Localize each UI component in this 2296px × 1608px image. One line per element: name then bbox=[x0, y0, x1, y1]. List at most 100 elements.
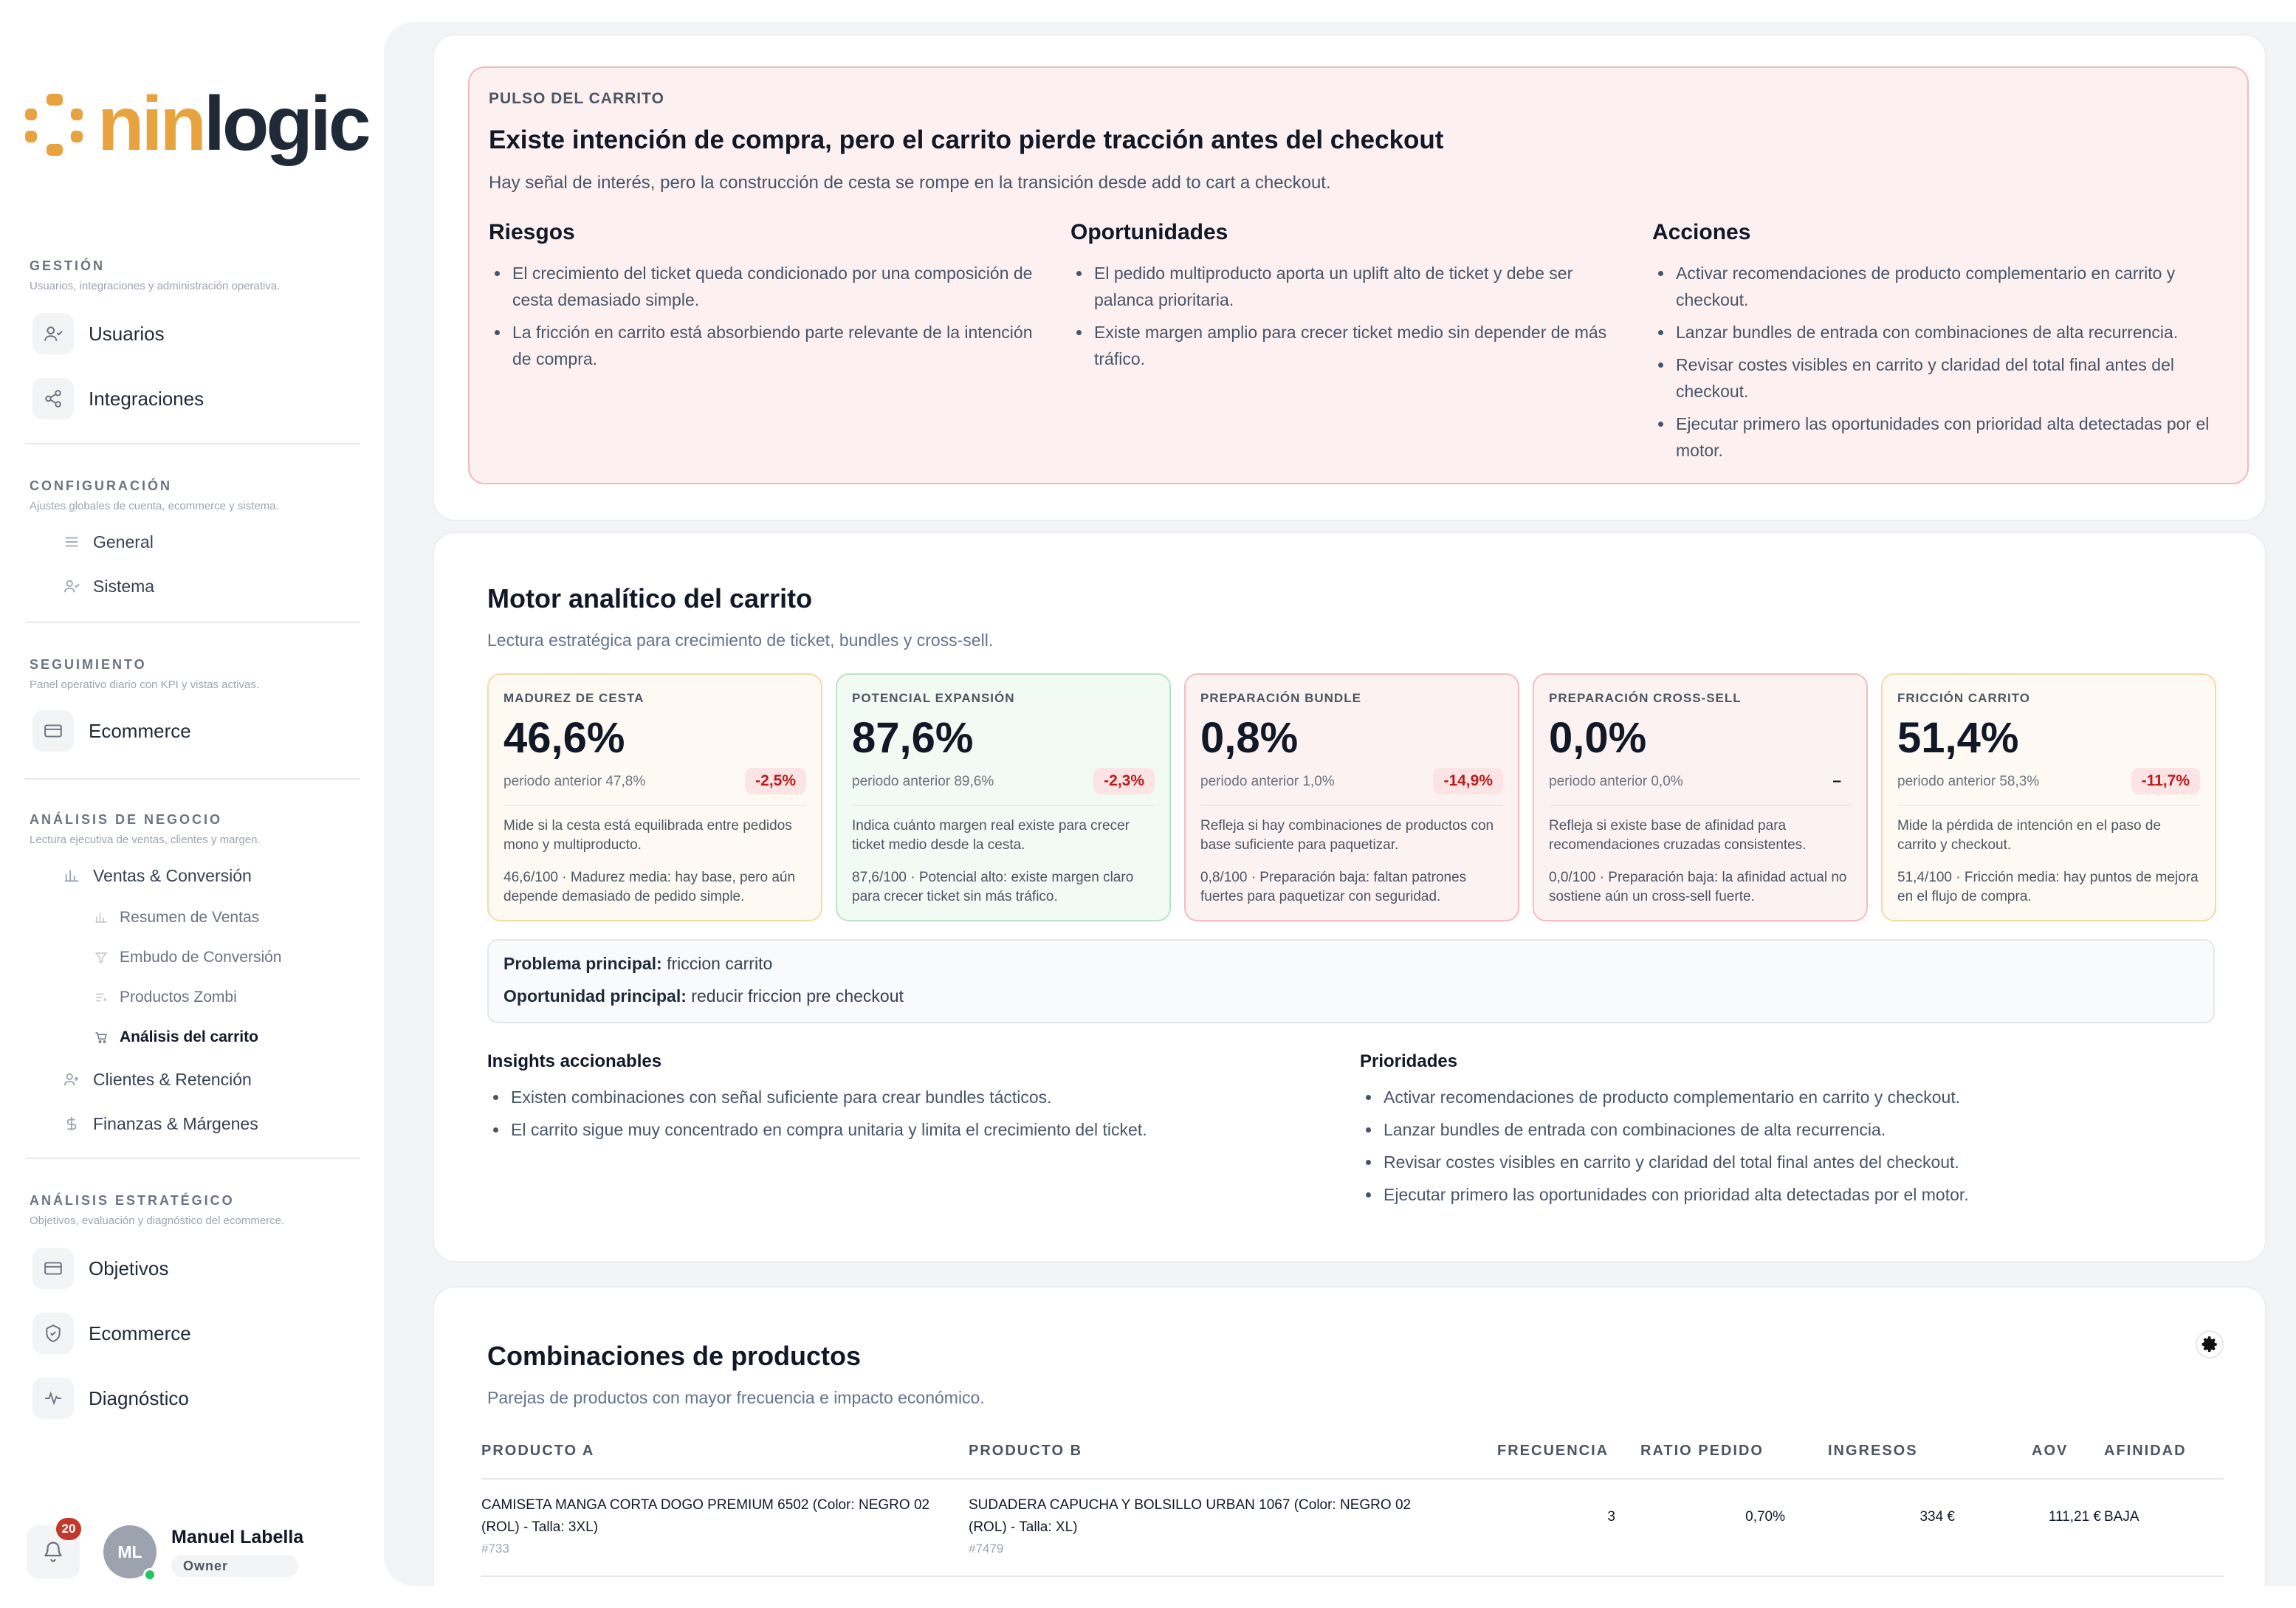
sidebar-subitem-embudo-conversion[interactable]: Embudo de Conversión bbox=[93, 944, 281, 972]
kpi-previous: periodo anterior 89,6% bbox=[852, 774, 994, 789]
cart-icon bbox=[93, 1031, 109, 1044]
section-subtitle: Usuarios, integraciones y administración… bbox=[30, 280, 281, 292]
motor-subtitle: Lectura estratégica para crecimiento de … bbox=[487, 631, 994, 650]
column-header-aov[interactable]: AOV bbox=[2032, 1443, 2069, 1459]
list-item: El crecimiento del ticket queda condicio… bbox=[489, 260, 1050, 313]
sidebar-item-ecommerce[interactable]: Ecommerce bbox=[32, 707, 191, 755]
main-problem: Problema principal: friccion carrito bbox=[503, 954, 772, 974]
users-icon bbox=[32, 313, 74, 354]
kpi-card-madurez: MADUREZ DE CESTA 46,6% periodo anterior … bbox=[487, 673, 822, 921]
kpi-description: Refleja si hay combinaciones de producto… bbox=[1200, 818, 1494, 853]
kpi-label: FRICCIÓN CARRITO bbox=[1897, 691, 2031, 705]
dollar-icon bbox=[62, 1116, 81, 1132]
riesgos-title: Riesgos bbox=[489, 220, 575, 244]
settings-button[interactable] bbox=[2196, 1330, 2224, 1358]
sidebar-item-usuarios[interactable]: Usuarios bbox=[32, 310, 165, 357]
ingresos-cell: 334 € bbox=[1919, 1509, 1955, 1525]
frecuencia-cell: 3 bbox=[1607, 1509, 1615, 1525]
column-header-producto-a[interactable]: PRODUCTO A bbox=[481, 1443, 595, 1459]
card-icon bbox=[32, 1248, 74, 1289]
kpi-description: Refleja si existe base de afinidad para … bbox=[1549, 818, 1807, 853]
section-analisis-estrategico: ANÁLISIS ESTRATÉGICO Objetivos, evaluaci… bbox=[30, 1193, 284, 1227]
sidebar-item-label: Resumen de Ventas bbox=[120, 909, 260, 926]
kpi-previous: periodo anterior 58,3% bbox=[1897, 774, 2040, 789]
sidebar-subitem-resumen-ventas[interactable]: Resumen de Ventas bbox=[93, 904, 259, 932]
list-item: Activar recomendaciones de producto comp… bbox=[1652, 260, 2228, 313]
motor-card: Motor analítico del carrito Lectura estr… bbox=[433, 532, 2266, 1262]
kpi-value: 51,4% bbox=[1897, 714, 2019, 762]
acciones-title: Acciones bbox=[1652, 220, 1751, 244]
list-icon bbox=[93, 991, 109, 1004]
sidebar-item-label: Integraciones bbox=[89, 387, 204, 410]
sidebar-item-ecommerce-estrategico[interactable]: Ecommerce bbox=[32, 1310, 191, 1357]
sidebar-item-label: General bbox=[93, 532, 154, 552]
kpi-card-cross-sell: PREPARACIÓN CROSS-SELL 0,0% periodo ante… bbox=[1533, 673, 1868, 921]
sidebar-subitem-productos-zombi[interactable]: Productos Zombi bbox=[93, 983, 237, 1011]
sidebar-item-label: Ventas & Conversión bbox=[93, 865, 252, 885]
sidebar-item-ventas-conversion[interactable]: Ventas & Conversión bbox=[62, 861, 252, 890]
sidebar-item-label: Embudo de Conversión bbox=[120, 949, 282, 966]
problem-opportunity-box: Problema principal: friccion carrito Opo… bbox=[487, 939, 2215, 1023]
section-title: SEGUIMIENTO bbox=[30, 657, 147, 672]
acciones-column: Acciones Activar recomendaciones de prod… bbox=[1652, 220, 2228, 470]
combinations-card: Combinaciones de productos Parejas de pr… bbox=[433, 1286, 2266, 1586]
sidebar-item-clientes-retencion[interactable]: Clientes & Retención bbox=[62, 1065, 252, 1094]
insights-list: Existen combinaciones con señal suficien… bbox=[487, 1084, 1314, 1149]
sidebar-subitem-analisis-carrito[interactable]: Análisis del carrito bbox=[93, 1023, 258, 1051]
kpi-label: MADUREZ DE CESTA bbox=[503, 691, 645, 705]
main-opportunity: Oportunidad principal: reducir friccion … bbox=[503, 986, 904, 1006]
notification-count-badge: 20 bbox=[56, 1518, 81, 1540]
sidebar-divider bbox=[25, 778, 360, 780]
list-item: Ejecutar primero las oportunidades con p… bbox=[1652, 410, 2228, 464]
pulse-icon bbox=[32, 1378, 74, 1419]
section-seguimiento: SEGUIMIENTO Panel operativo diario con K… bbox=[30, 657, 259, 691]
aov-cell: 111,21 € bbox=[2048, 1509, 2101, 1525]
pulse-card: PULSO DEL CARRITO Existe intención de co… bbox=[433, 34, 2266, 521]
sidebar-divider bbox=[25, 443, 360, 444]
menu-icon bbox=[62, 534, 81, 550]
motor-title: Motor analítico del carrito bbox=[487, 583, 813, 614]
sidebar-item-finanzas-margenes[interactable]: Finanzas & Márgenes bbox=[62, 1109, 258, 1138]
user-name[interactable]: Manuel Labella bbox=[171, 1527, 304, 1547]
bell-icon bbox=[44, 1542, 62, 1562]
user-area: 20 ML Manuel Labella Owner bbox=[27, 1518, 351, 1586]
funnel-icon bbox=[93, 951, 109, 964]
column-header-ingresos[interactable]: INGRESOS bbox=[1828, 1443, 1918, 1459]
main-opportunity-label: Oportunidad principal: bbox=[503, 986, 687, 1006]
sidebar-item-label: Diagnóstico bbox=[89, 1387, 189, 1409]
sidebar-item-label: Objetivos bbox=[89, 1257, 169, 1279]
sidebar-item-integraciones[interactable]: Integraciones bbox=[32, 375, 204, 422]
list-item: Lanzar bundles de entrada con combinacio… bbox=[1360, 1116, 2231, 1143]
section-title: GESTIÓN bbox=[30, 258, 106, 273]
section-subtitle: Lectura ejecutiva de ventas, clientes y … bbox=[30, 834, 261, 846]
kpi-value: 46,6% bbox=[503, 714, 625, 762]
sidebar-item-label: Ecommerce bbox=[89, 719, 191, 742]
kpi-label: POTENCIAL EXPANSIÓN bbox=[852, 691, 1015, 705]
list-item: El carrito sigue muy concentrado en comp… bbox=[487, 1116, 1314, 1143]
main-content: PULSO DEL CARRITO Existe intención de co… bbox=[384, 22, 2296, 1586]
column-header-frecuencia[interactable]: FRECUENCIA bbox=[1497, 1443, 1609, 1459]
ratio-pedido-cell: 0,70% bbox=[1745, 1509, 1785, 1525]
insights-title: Insights accionables bbox=[487, 1051, 662, 1071]
column-header-afinidad[interactable]: AFINIDAD bbox=[2104, 1443, 2187, 1459]
sidebar-item-diagnostico[interactable]: Diagnóstico bbox=[32, 1375, 189, 1422]
column-header-ratio-pedido[interactable]: RATIO PEDIDO bbox=[1640, 1443, 1764, 1459]
combinations-title: Combinaciones de productos bbox=[487, 1341, 862, 1371]
sidebar-item-sistema[interactable]: Sistema bbox=[62, 571, 154, 601]
logo-mark-icon bbox=[22, 91, 89, 157]
riesgos-column: Riesgos El crecimiento del ticket queda … bbox=[489, 220, 1050, 378]
section-subtitle: Ajustes globales de cuenta, ecommerce y … bbox=[30, 500, 279, 512]
sidebar-item-objetivos[interactable]: Objetivos bbox=[32, 1245, 168, 1292]
list-item: Existen combinaciones con señal suficien… bbox=[487, 1084, 1314, 1110]
list-item: Revisar costes visibles en carrito y cla… bbox=[1652, 351, 2228, 405]
bar-chart-icon bbox=[62, 867, 81, 884]
section-title: CONFIGURACIÓN bbox=[30, 478, 172, 493]
main-problem-label: Problema principal: bbox=[503, 954, 662, 973]
column-header-producto-b[interactable]: PRODUCTO B bbox=[969, 1443, 1083, 1459]
kpi-label: PREPARACIÓN BUNDLE bbox=[1200, 691, 1361, 705]
sidebar-item-general[interactable]: General bbox=[62, 527, 154, 557]
sidebar: ninlogic GESTIÓN Usuarios, integraciones… bbox=[0, 0, 384, 1608]
section-subtitle: Objetivos, evaluación y diagnóstico del … bbox=[30, 1214, 285, 1227]
ninlogic-logo[interactable]: ninlogic bbox=[22, 80, 371, 168]
kpi-delta-badge: – bbox=[1832, 772, 1841, 789]
